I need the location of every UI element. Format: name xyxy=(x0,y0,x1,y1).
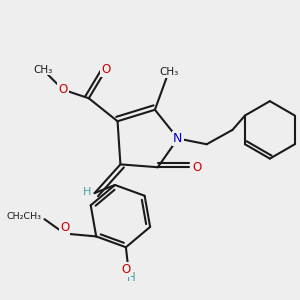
Text: O: O xyxy=(121,263,130,276)
Text: N: N xyxy=(173,132,183,145)
Text: CH₃: CH₃ xyxy=(33,64,52,74)
Text: CH₃: CH₃ xyxy=(160,68,179,77)
Text: O: O xyxy=(58,83,68,96)
Text: H: H xyxy=(127,271,136,284)
Text: O: O xyxy=(101,63,111,76)
Text: O: O xyxy=(60,221,69,234)
Text: H: H xyxy=(83,187,92,197)
Text: CH₂CH₃: CH₂CH₃ xyxy=(7,212,42,221)
Text: O: O xyxy=(192,161,201,174)
